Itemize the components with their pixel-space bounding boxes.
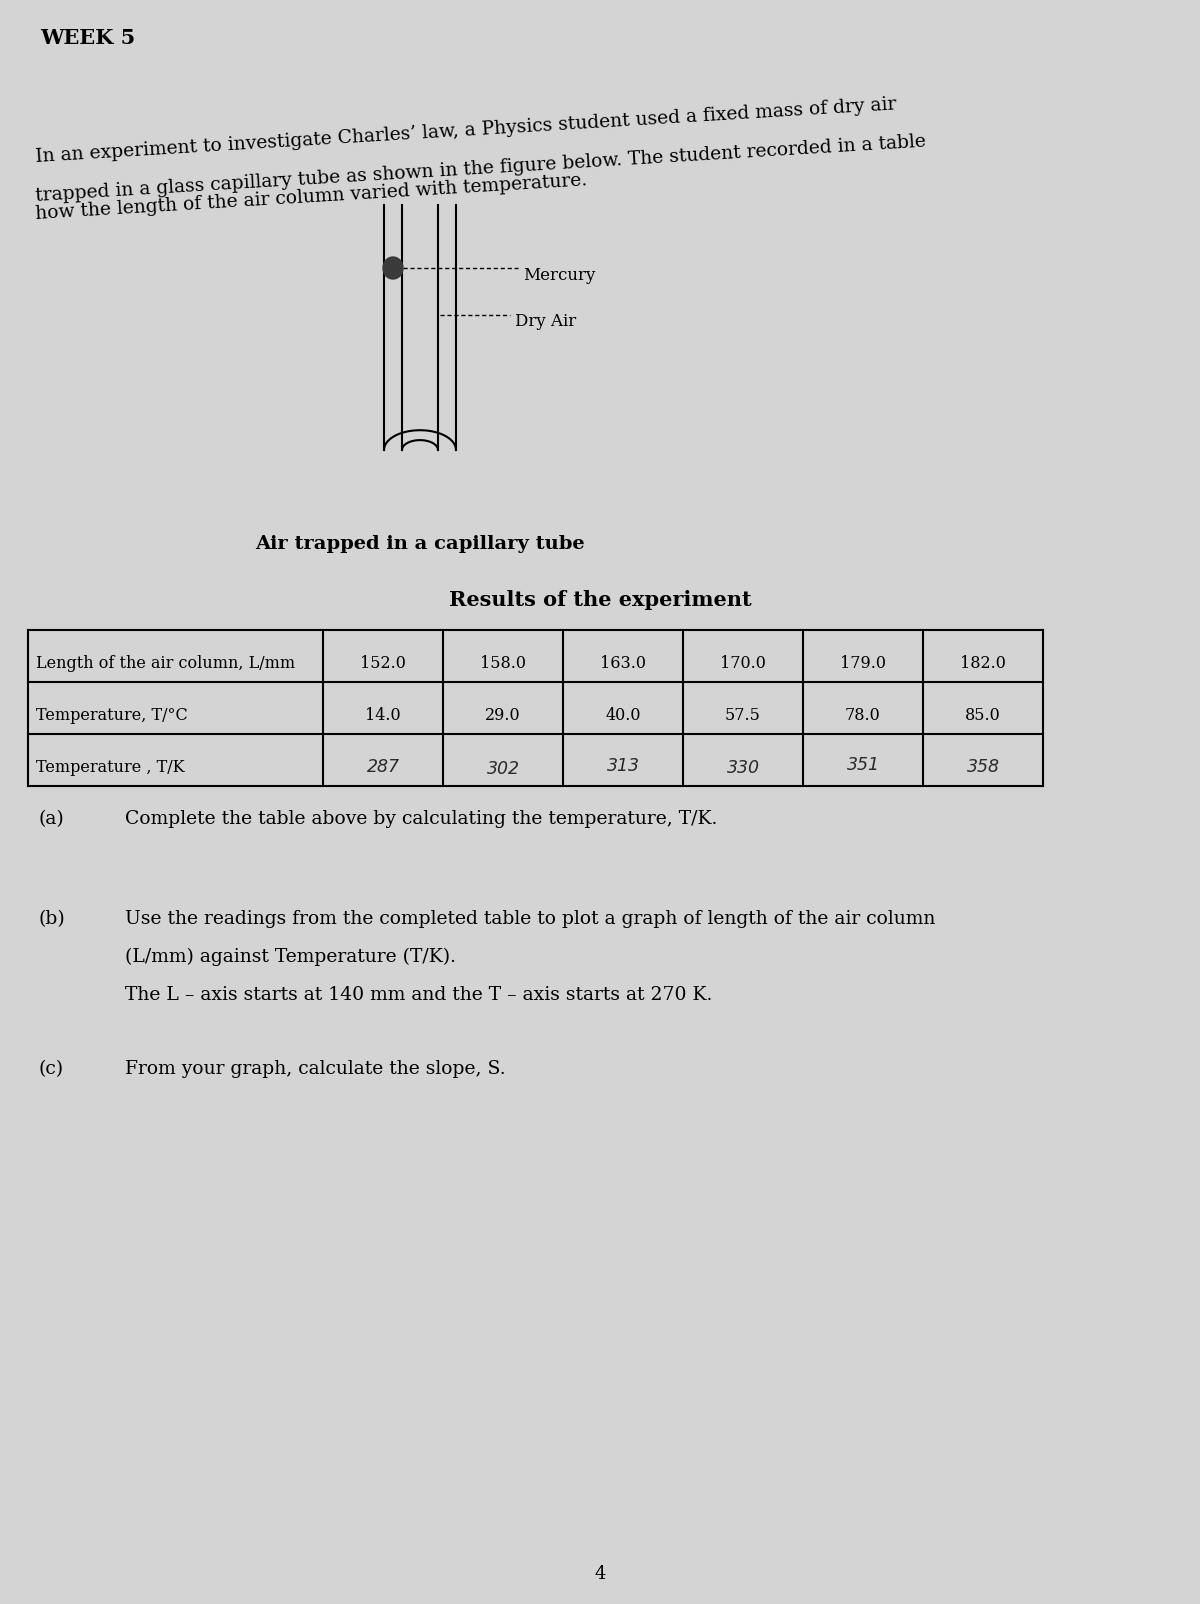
Text: Temperature , T/K: Temperature , T/K	[36, 759, 185, 775]
Text: 330: 330	[726, 759, 760, 776]
Text: Use the readings from the completed table to plot a graph of length of the air c: Use the readings from the completed tabl…	[125, 909, 935, 929]
Text: 302: 302	[486, 760, 520, 778]
Text: 85.0: 85.0	[965, 706, 1001, 723]
Text: (L/mm) against Temperature (T/K).: (L/mm) against Temperature (T/K).	[125, 948, 456, 966]
Text: 179.0: 179.0	[840, 654, 886, 672]
Text: 158.0: 158.0	[480, 654, 526, 672]
Text: Dry Air: Dry Air	[515, 313, 576, 330]
Text: WEEK 5: WEEK 5	[40, 27, 136, 48]
Text: 313: 313	[606, 757, 640, 775]
Text: In an experiment to investigate Charles’ law, a Physics student used a fixed mas: In an experiment to investigate Charles’…	[35, 95, 896, 165]
Text: Results of the experiment: Results of the experiment	[449, 590, 751, 610]
Text: Length of the air column, L/mm: Length of the air column, L/mm	[36, 654, 295, 672]
Text: (a): (a)	[38, 810, 64, 828]
Text: 351: 351	[846, 755, 880, 775]
Text: (c): (c)	[38, 1060, 64, 1078]
Text: 14.0: 14.0	[365, 706, 401, 723]
Text: 78.0: 78.0	[845, 706, 881, 723]
Ellipse shape	[383, 257, 403, 279]
Text: 29.0: 29.0	[485, 706, 521, 723]
Text: 152.0: 152.0	[360, 654, 406, 672]
Text: Complete the table above by calculating the temperature, T/K.: Complete the table above by calculating …	[125, 810, 718, 828]
Text: (b): (b)	[38, 909, 65, 929]
Text: 163.0: 163.0	[600, 654, 646, 672]
Text: how the length of the air column varied with temperature.: how the length of the air column varied …	[35, 172, 588, 223]
Text: 358: 358	[966, 759, 1000, 776]
Text: Mercury: Mercury	[523, 266, 595, 284]
Text: From your graph, calculate the slope, S.: From your graph, calculate the slope, S.	[125, 1060, 505, 1078]
Text: Air trapped in a capillary tube: Air trapped in a capillary tube	[256, 536, 584, 553]
Text: The L – axis starts at 140 mm and the T – axis starts at 270 K.: The L – axis starts at 140 mm and the T …	[125, 986, 713, 1004]
Text: 57.5: 57.5	[725, 706, 761, 723]
Text: 40.0: 40.0	[605, 706, 641, 723]
Text: 170.0: 170.0	[720, 654, 766, 672]
Text: 4: 4	[594, 1566, 606, 1583]
Text: trapped in a glass capillary tube as shown in the figure below. The student reco: trapped in a glass capillary tube as sho…	[35, 133, 926, 205]
Text: 182.0: 182.0	[960, 654, 1006, 672]
Text: 287: 287	[366, 759, 400, 776]
Text: Temperature, T/°C: Temperature, T/°C	[36, 706, 187, 723]
